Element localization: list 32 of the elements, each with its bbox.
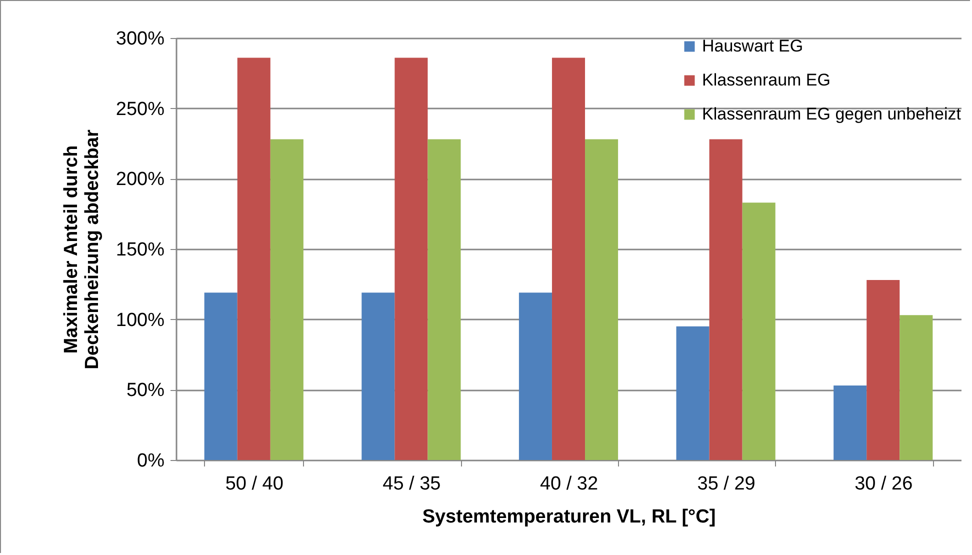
bar <box>428 139 461 460</box>
bar <box>552 58 586 460</box>
x-tick-label: 40 / 32 <box>540 474 598 494</box>
x-tick-label: 50 / 40 <box>225 474 284 494</box>
y-tick-label: 50% <box>126 380 165 402</box>
x-axis-title: Systemtemperaturen VL, RL [°C] <box>422 506 716 528</box>
bar <box>518 292 552 460</box>
bar <box>834 385 867 460</box>
x-tick-label: 45 / 35 <box>382 474 441 494</box>
bar <box>270 139 304 460</box>
legend-label: Hauswart EG <box>702 36 804 56</box>
y-axis-title: Maximaler Anteil durch Deckenheizung abdeckbar <box>60 129 103 370</box>
x-tick-label: 30 / 26 <box>854 474 913 494</box>
bar <box>585 139 618 460</box>
bar <box>900 315 933 460</box>
bar <box>204 292 238 460</box>
bar <box>676 326 710 460</box>
bar <box>742 202 776 460</box>
y-tick-label: 250% <box>116 98 165 120</box>
bar <box>394 58 428 460</box>
y-tick-label: 200% <box>116 169 165 190</box>
bar <box>362 292 395 460</box>
bar <box>709 139 742 460</box>
legend-label: Klassenraum EG <box>702 70 830 90</box>
bar <box>866 280 900 460</box>
legend-label: Klassenraum EG gegen unbeheizt <box>702 104 962 124</box>
bar <box>237 58 270 460</box>
y-tick-label: 150% <box>116 240 165 260</box>
y-tick-label: 0% <box>137 450 165 472</box>
x-tick-label: 35 / 29 <box>697 474 756 494</box>
y-tick-label: 100% <box>116 310 165 331</box>
y-tick-label: 300% <box>116 28 165 50</box>
